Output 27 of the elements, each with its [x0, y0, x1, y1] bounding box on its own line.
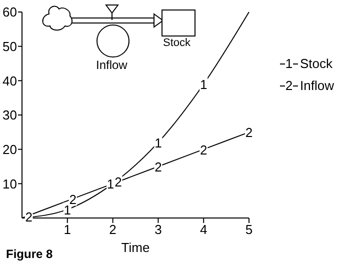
y-tick-label: 20 [2, 142, 17, 157]
y-tick-label: 50 [2, 38, 17, 54]
annotation: 1 [106, 176, 114, 192]
text: 2 [285, 78, 293, 93]
x-tick-label: 5 [245, 222, 253, 238]
y-tick-label: 10 [2, 176, 17, 192]
x-tick-label: 2 [109, 222, 116, 238]
legend-label: Stock [300, 56, 333, 70]
caption: Figure 8 [6, 247, 53, 261]
y-tick-label: 60 [2, 4, 17, 20]
y-tick-label: 40 [2, 73, 17, 88]
annotation: 2 [114, 174, 122, 190]
annotation: 2 [69, 192, 76, 207]
y-tick-label: 30 [2, 108, 17, 123]
legend-label: Inflow [300, 78, 334, 92]
annotation: Stock [163, 37, 191, 49]
annotation: 1 [154, 135, 162, 150]
x-tick-label: 4 [200, 222, 208, 238]
annotation: 2 [245, 125, 253, 140]
annotation: 1 [200, 77, 208, 92]
annotation: 2 [25, 209, 32, 224]
x-tick-label: 1 [64, 222, 72, 238]
text: 1 [285, 56, 293, 71]
annotation: Inflow [96, 58, 128, 72]
x-axis-title: Time [121, 240, 150, 255]
annotation: 1 [64, 202, 72, 218]
x-tick-label: 3 [154, 222, 162, 238]
